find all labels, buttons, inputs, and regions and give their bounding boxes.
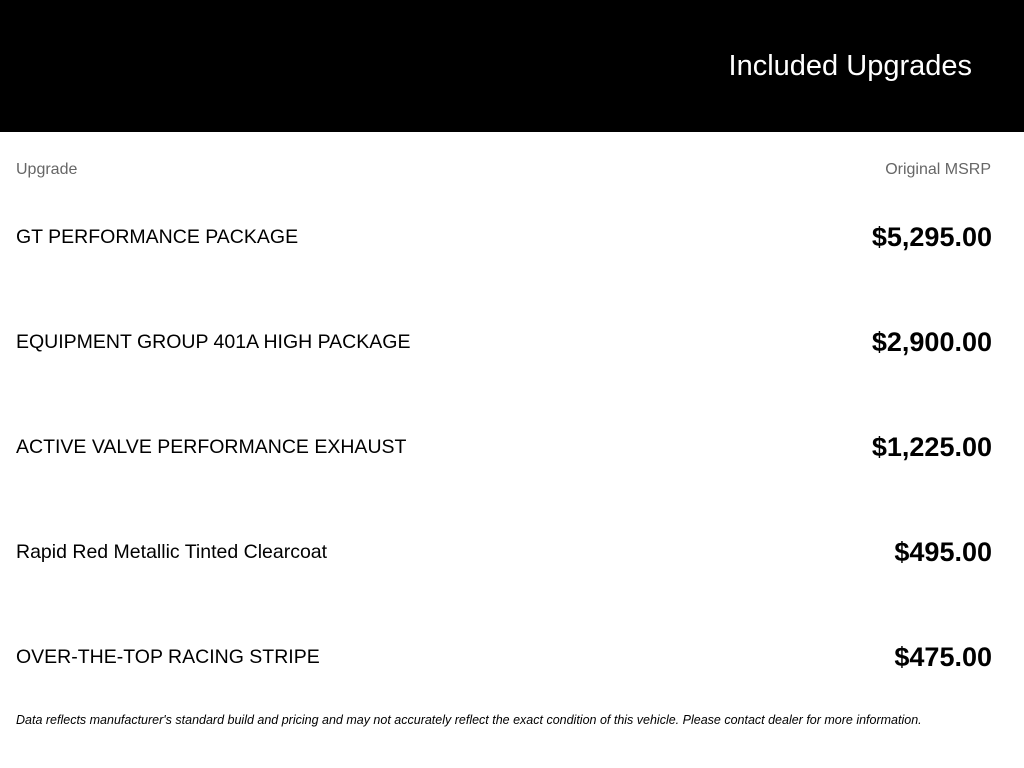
upgrade-name: OVER-THE-TOP RACING STRIPE: [16, 645, 320, 668]
table-row: EQUIPMENT GROUP 401A HIGH PACKAGE $2,900…: [16, 322, 992, 362]
upgrade-price: $1,225.00: [871, 431, 992, 462]
upgrade-price: $2,900.00: [871, 326, 992, 357]
column-header-upgrade: Upgrade: [16, 161, 78, 178]
upgrade-price: $5,295.00: [871, 221, 992, 252]
table-header: Upgrade Original MSRP: [16, 160, 991, 180]
table-row: GT PERFORMANCE PACKAGE $5,295.00: [16, 217, 992, 257]
upgrade-name: ACTIVE VALVE PERFORMANCE EXHAUST: [16, 435, 407, 458]
table-row: ACTIVE VALVE PERFORMANCE EXHAUST $1,225.…: [16, 427, 992, 467]
header-banner: Included Upgrades: [0, 0, 1024, 132]
page-title: Included Upgrades: [728, 50, 972, 82]
upgrade-name: EQUIPMENT GROUP 401A HIGH PACKAGE: [16, 330, 411, 353]
upgrade-name: GT PERFORMANCE PACKAGE: [16, 225, 299, 248]
table-row: OVER-THE-TOP RACING STRIPE $475.00: [16, 637, 992, 677]
upgrade-name: Rapid Red Metallic Tinted Clearcoat: [16, 540, 328, 563]
upgrade-price: $495.00: [894, 536, 992, 567]
disclaimer: Data reflects manufacturer's standard bu…: [16, 713, 922, 727]
upgrade-price: $475.00: [894, 641, 992, 672]
column-header-msrp: Original MSRP: [885, 161, 991, 178]
table-row: Rapid Red Metallic Tinted Clearcoat $495…: [16, 532, 992, 572]
